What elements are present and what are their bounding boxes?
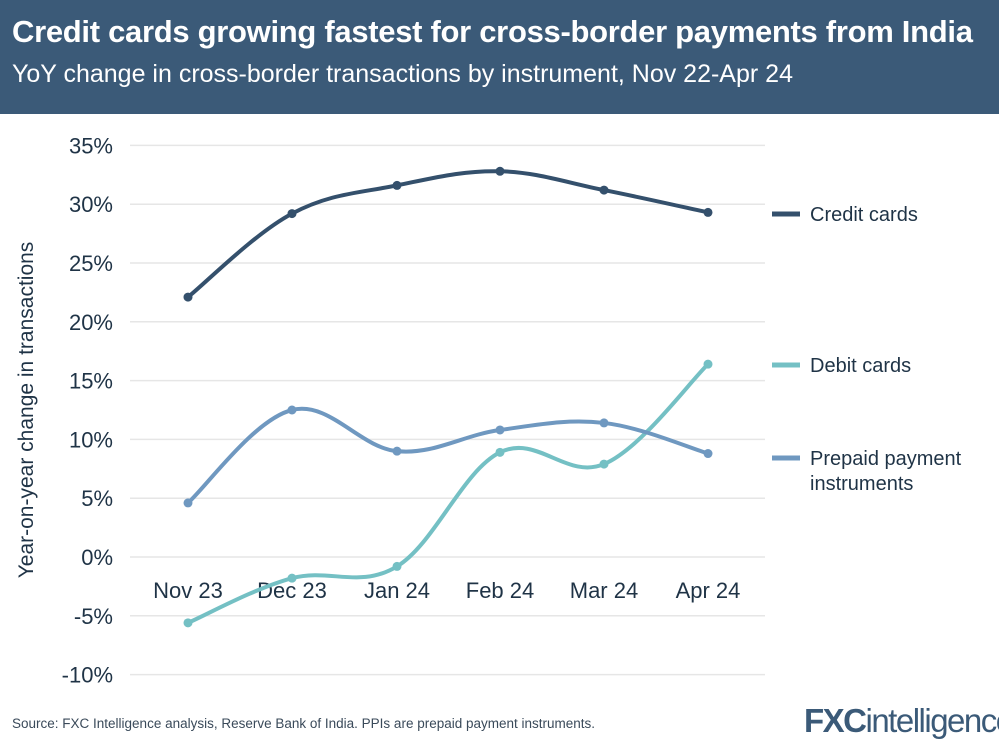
data-point [183, 292, 193, 302]
source-note: Source: FXC Intelligence analysis, Reser… [12, 716, 596, 731]
data-point [287, 405, 297, 415]
fxc-logo: FXCintelligence [804, 702, 999, 740]
legend: Credit cards Debit cards Prepaid payment in… [772, 204, 962, 495]
gridlines [130, 144, 765, 676]
x-tick-label: Feb 24 [466, 578, 535, 603]
data-point [183, 618, 193, 628]
chart-subtitle: YoY change in cross-border transactions … [12, 60, 793, 88]
x-tick-label: Nov 23 [153, 578, 223, 603]
series-debit-cards [183, 359, 713, 628]
data-point [599, 418, 609, 428]
data-point [703, 449, 713, 459]
header: Credit cards growing fastest for cross-b… [0, 0, 999, 114]
series-lines [183, 166, 713, 628]
data-point [183, 498, 193, 508]
y-tick-labels: 35% 30% 25% 20% 15% 10% 5% 0% -5% -10% [62, 133, 113, 687]
series-prepaid-payment-instruments [183, 405, 713, 508]
y-tick-label: 25% [69, 251, 113, 276]
legend-label: Debit cards [810, 355, 911, 377]
legend-label: instruments [810, 473, 913, 495]
series-line [186, 406, 710, 505]
series-line [186, 169, 710, 300]
data-point [287, 209, 297, 219]
y-tick-label: 10% [69, 427, 113, 452]
y-tick-label: 20% [69, 310, 113, 335]
data-point [495, 166, 505, 176]
data-point [703, 359, 713, 369]
data-point [495, 447, 505, 457]
y-tick-label: 30% [69, 192, 113, 217]
y-tick-label: 15% [69, 369, 113, 394]
data-point [599, 185, 609, 195]
data-point [287, 573, 297, 583]
data-point [495, 425, 505, 435]
series-credit-cards [183, 166, 713, 302]
data-point [392, 180, 402, 190]
x-tick-label: Jan 24 [364, 578, 430, 603]
y-tick-label: 5% [81, 486, 113, 511]
y-tick-label: -5% [74, 604, 113, 629]
logo-light: intelligence [865, 702, 999, 739]
logo-bold: FXC [804, 702, 867, 739]
x-tick-label: Mar 24 [570, 578, 638, 603]
legend-label: Credit cards [810, 204, 918, 226]
data-point [599, 459, 609, 469]
line-chart: 35% 30% 25% 20% 15% 10% 5% 0% -5% -10% Year-on-ye… [15, 133, 962, 687]
y-tick-label: 35% [69, 133, 113, 158]
data-point [392, 446, 402, 456]
legend-label: Prepaid payment [810, 448, 962, 470]
y-axis-label: Year-on-year change in transactions [15, 242, 38, 579]
y-tick-label: 0% [81, 545, 113, 570]
y-tick-label: -10% [62, 663, 113, 688]
x-tick-label: Apr 24 [676, 578, 741, 603]
data-point [392, 561, 402, 571]
data-point [703, 207, 713, 217]
x-tick-labels: Nov 23 Dec 23 Jan 24 Feb 24 Mar 24 Apr 24 [153, 578, 740, 603]
chart-title: Credit cards growing fastest for cross-b… [12, 14, 973, 49]
